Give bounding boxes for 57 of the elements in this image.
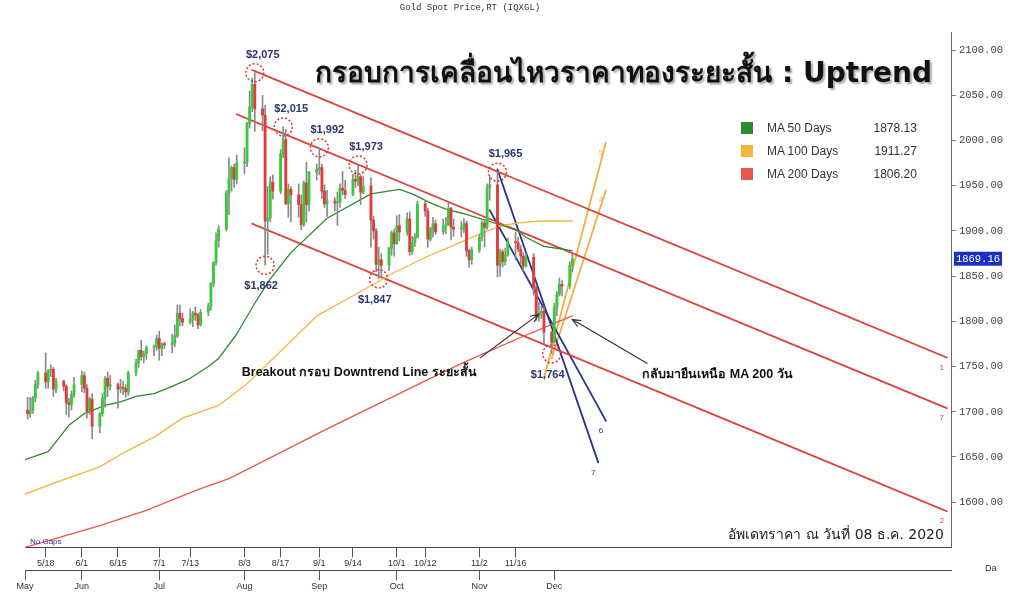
y-tick-label: 2100.00: [958, 43, 1003, 56]
annotation: $2,015: [274, 101, 309, 114]
y-tick-label: 1800.00: [958, 315, 1003, 328]
series-label: 1: [939, 362, 945, 372]
annotation: 1878.13: [872, 120, 917, 135]
y-tick-label: 1600.00: [958, 495, 1003, 508]
annotation: $2,075: [245, 47, 280, 60]
legend-label: MA 200 Days: [766, 166, 840, 181]
annotation: 1806.20: [872, 166, 917, 181]
x2-tick-label: Jul: [153, 581, 166, 592]
x2-tick-label: Nov: [471, 581, 488, 592]
x-tick-label: 11/2: [470, 558, 488, 569]
annotation: $1,973: [349, 139, 383, 152]
x-tick-label: 8/17: [271, 558, 290, 569]
x2-tick-label: Dec: [546, 581, 563, 592]
x-tick-label: 10/12: [413, 558, 437, 569]
x-tick-label: 6/15: [109, 558, 127, 569]
text: กรอบการเคลื่อนไหวราคาทองระยะสั้น : Uptrend: [315, 50, 932, 91]
series-label: 2: [939, 516, 945, 526]
y-tick-label: 1750.00: [958, 360, 1003, 373]
annotation: No Gaps: [30, 537, 62, 547]
annotation: $1,992: [310, 122, 345, 135]
x-tick-label: 7/13: [181, 558, 200, 569]
legend-label: MA 50 Days: [766, 120, 833, 135]
annotation: กลับมายืนเหนือ MA 200 วัน: [642, 366, 793, 381]
y-tick-label: 1950.00: [958, 179, 1003, 192]
y-tick-label: 1650.00: [958, 450, 1003, 463]
x-tick-label: 9/1: [313, 558, 326, 569]
x-tick-label: 11/16: [504, 558, 527, 569]
x-tick-label: 7/1: [153, 558, 166, 569]
y-tick-label: 2000.00: [958, 134, 1003, 147]
annotation: $1,965: [488, 147, 523, 160]
annotation: 1911.27: [873, 143, 917, 158]
series-label: 6: [598, 426, 604, 436]
y-tick-label: 1900.00: [958, 224, 1003, 237]
series-label: 5: [598, 147, 604, 157]
x-tick-label: 8/3: [238, 558, 251, 569]
series-label: 7: [590, 467, 596, 477]
x2-tick-label: Aug: [236, 581, 253, 592]
x-tick-label: 10/1: [388, 558, 406, 569]
x-tick-label: 9/14: [344, 558, 362, 569]
y-tick-label: 2050.00: [958, 89, 1003, 102]
text: Da: [984, 563, 997, 574]
series-label: 7: [939, 413, 945, 423]
x2-tick-label: May: [16, 581, 34, 592]
y-tick-label: 1700.00: [958, 405, 1003, 418]
x2-tick-label: Oct: [389, 581, 405, 592]
x-tick-label: 5/18: [36, 558, 55, 569]
chart-subtitle: Gold Spot Price,RT (IQXGL): [398, 3, 542, 13]
y-tick-label: 1850.00: [958, 269, 1003, 282]
annotation: $1,847: [357, 292, 392, 305]
text: 1869.16: [955, 252, 1000, 265]
annotation: อัพเดทราคา ณ วันที่ 08 ธ.ค. 2020: [728, 525, 944, 543]
x2-tick-label: Sep: [311, 581, 328, 592]
x2-tick-label: Jun: [74, 581, 90, 592]
legend-label: MA 100 Days: [766, 143, 840, 158]
x-tick-label: 6/1: [75, 558, 89, 569]
